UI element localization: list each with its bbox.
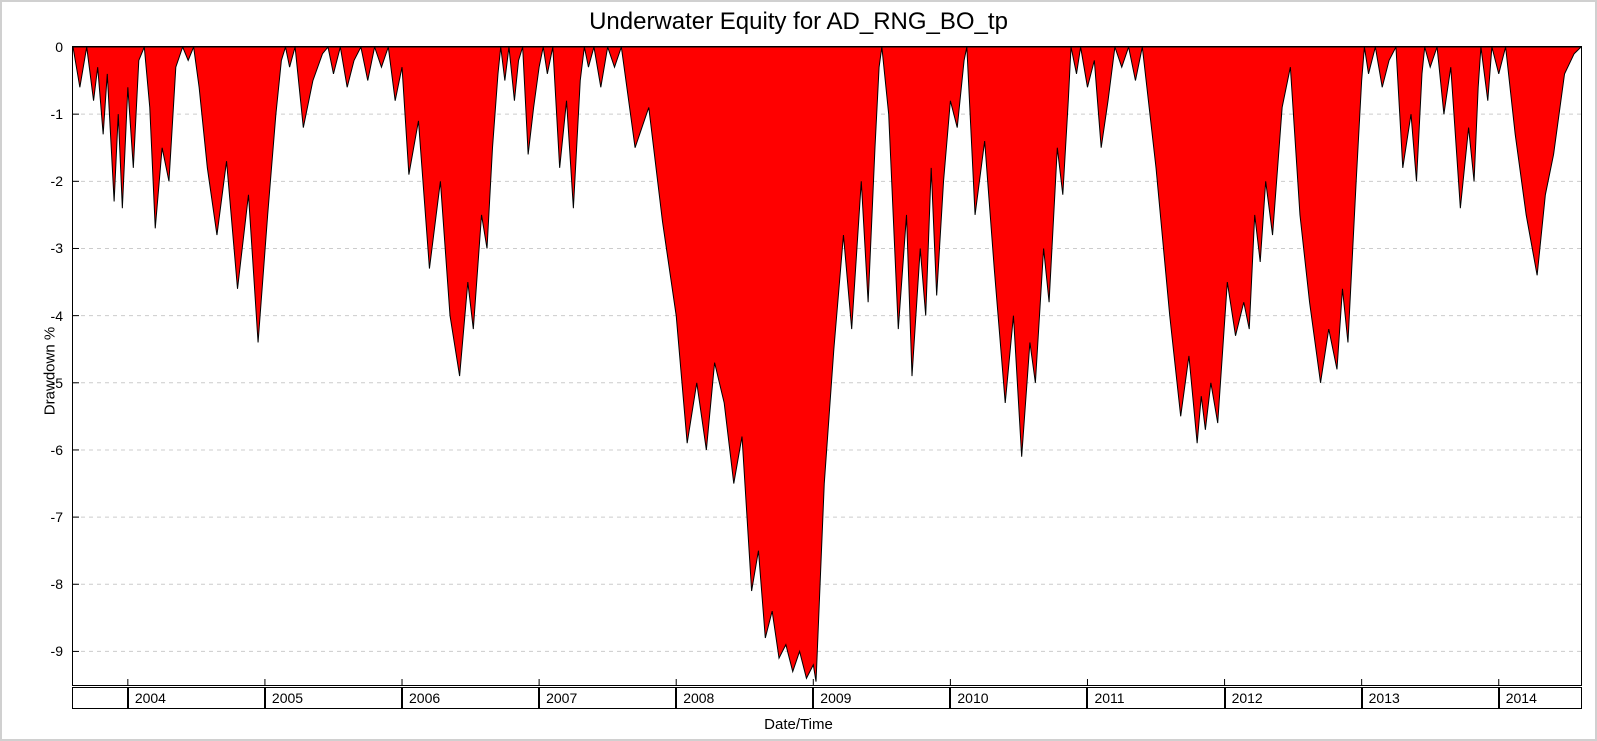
y-tick-label: -4 <box>51 308 63 324</box>
drawdown-area-chart <box>73 47 1581 685</box>
x-tick-box: 2014 <box>1499 687 1582 709</box>
x-tick-box: 2011 <box>1087 687 1224 709</box>
y-tick-label: -7 <box>51 509 63 525</box>
y-tick-label: -5 <box>51 375 63 391</box>
y-axis-label: Drawdown % <box>42 326 59 414</box>
x-tick-box: 2005 <box>265 687 402 709</box>
y-tick-label: -3 <box>51 240 63 256</box>
x-axis-label: Date/Time <box>2 716 1595 733</box>
x-tick-box: 2007 <box>539 687 676 709</box>
y-tick-label: -9 <box>51 643 63 659</box>
x-tick-box: 2006 <box>402 687 539 709</box>
chart-frame: Underwater Equity for AD_RNG_BO_tp Drawd… <box>0 0 1597 741</box>
x-tick-box: 2008 <box>676 687 813 709</box>
x-tick-box: 2012 <box>1225 687 1362 709</box>
drawdown-area <box>73 47 1581 682</box>
y-tick-label: 0 <box>55 39 63 55</box>
x-tick-box: 2010 <box>950 687 1087 709</box>
y-tick-label: -8 <box>51 576 63 592</box>
x-tick-box: 2004 <box>128 687 265 709</box>
x-tick-box-leading <box>72 687 128 709</box>
chart-title: Underwater Equity for AD_RNG_BO_tp <box>2 8 1595 36</box>
y-tick-label: -2 <box>51 173 63 189</box>
plot-area <box>72 46 1582 686</box>
x-tick-box: 2013 <box>1362 687 1499 709</box>
x-tick-box: 2009 <box>813 687 950 709</box>
y-tick-label: -1 <box>51 106 63 122</box>
y-tick-label: -6 <box>51 442 63 458</box>
